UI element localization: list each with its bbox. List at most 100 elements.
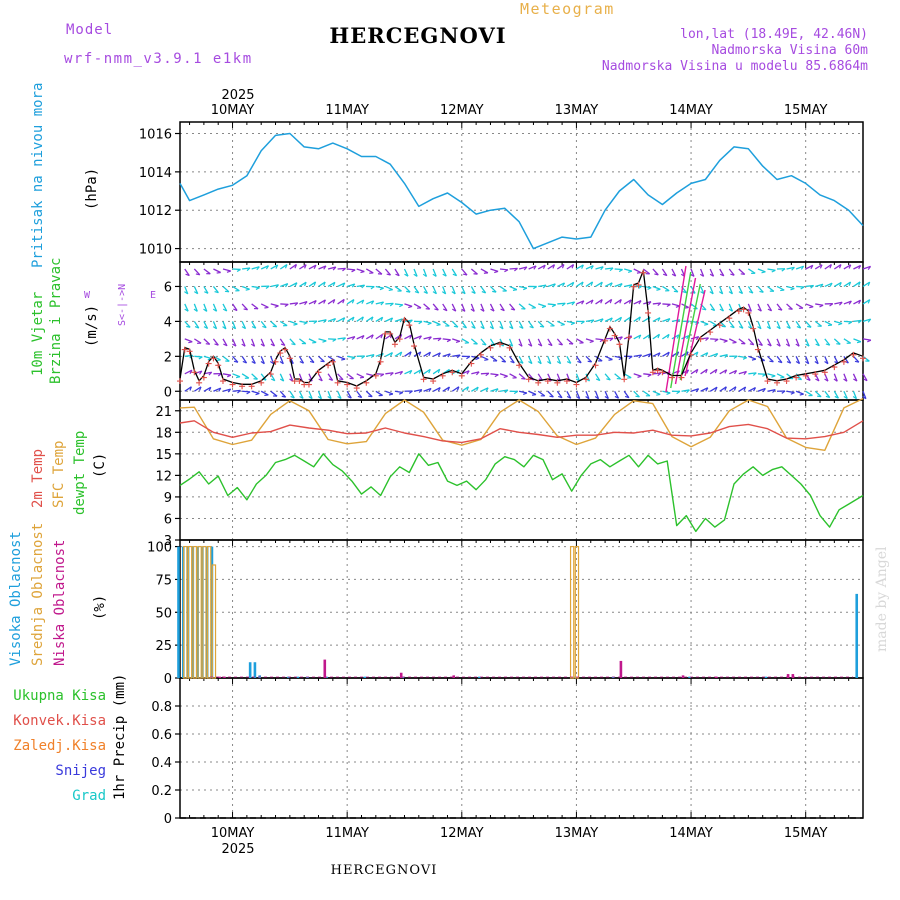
wind-barb — [432, 268, 437, 277]
wind-barb-head — [705, 369, 708, 374]
wind-barb — [624, 268, 633, 272]
wind-label-2: Brzina i Pravac — [48, 258, 64, 384]
wind-barb-head — [327, 395, 332, 400]
wind-barb — [719, 386, 727, 392]
wind-barb-head — [714, 353, 719, 358]
wind-barb — [805, 284, 814, 288]
wind-barb — [337, 355, 346, 360]
wind-barb — [662, 285, 670, 292]
wind-barb-head — [608, 358, 613, 361]
high-cloud-bar — [688, 676, 691, 678]
wind-barb-head — [437, 352, 441, 357]
wind-barb — [366, 354, 375, 357]
wind-barb-head — [759, 290, 764, 293]
wind-barb — [289, 320, 298, 325]
wind-barb-head — [533, 265, 537, 270]
wind-barb-head — [308, 395, 313, 400]
wind-barb — [480, 338, 487, 346]
wind-barb — [661, 268, 668, 276]
wind-barb-head — [600, 281, 603, 287]
wind-barb-head — [323, 265, 327, 270]
wind-gust-marker — [563, 378, 570, 385]
temp-unit: (C) — [92, 453, 108, 478]
wind-barb-head — [255, 392, 260, 396]
wind-barb — [365, 390, 373, 398]
wind-barb — [786, 373, 794, 380]
wind-barb — [308, 355, 315, 363]
wind-barb-head — [788, 308, 793, 310]
wind-barb — [528, 338, 533, 347]
wind-barb-head — [776, 343, 781, 347]
wind-barb-head — [233, 360, 239, 363]
wind-barb-head — [867, 281, 871, 287]
wind-gust-marker — [325, 362, 332, 369]
wind-barb — [394, 303, 403, 306]
wind-barb — [461, 303, 466, 312]
lonlat-label: lon,lat (18.49E, 42.46N) — [680, 27, 868, 42]
wind-barb-head — [236, 268, 241, 273]
wind-barb — [604, 373, 611, 381]
mid-cloud-bar — [574, 545, 580, 679]
wind-barb — [853, 319, 862, 323]
wind-barb-head — [628, 355, 633, 360]
wind-barb — [499, 321, 504, 330]
wind-barb-head — [777, 308, 783, 311]
wind-barb-head — [600, 318, 604, 323]
wind-gust-marker — [210, 355, 217, 362]
wind-barb — [279, 373, 285, 382]
wind-barb — [690, 268, 695, 277]
wind-barb — [385, 372, 394, 375]
wind-barb — [814, 320, 822, 327]
wind-barb — [585, 355, 593, 363]
wind-barb-head — [409, 319, 413, 324]
wind-barb — [671, 334, 680, 340]
wind-barb-head — [519, 360, 524, 364]
wind-barb-head — [294, 302, 299, 307]
wind-barb — [709, 368, 718, 375]
wind-barb — [212, 338, 219, 346]
wind-barb-head — [542, 284, 547, 289]
wind-barb — [710, 338, 719, 341]
wind-barb — [824, 320, 833, 326]
wind-barb — [537, 390, 546, 397]
wind-barb — [633, 316, 641, 322]
wind-barb-head — [863, 378, 868, 382]
wind-speed-line — [179, 270, 864, 387]
wind-barb — [499, 268, 509, 271]
wind-barb — [557, 282, 565, 288]
wind-gust-marker — [363, 379, 370, 386]
wind-barb-head — [767, 343, 772, 347]
wind-barb — [490, 388, 499, 392]
wind-barb — [538, 284, 547, 288]
wind-gust-marker — [707, 329, 714, 336]
high-cloud-bar — [248, 662, 252, 678]
wind-barb — [433, 337, 442, 340]
wind-barb — [356, 268, 365, 273]
wind-barb-head — [637, 375, 642, 378]
wind-barb-head — [814, 361, 819, 365]
wind-barb — [270, 264, 278, 270]
wind-barb-head — [762, 388, 766, 393]
wind-barb — [318, 319, 327, 323]
wind-barb — [452, 354, 461, 357]
wind-barb-head — [590, 265, 594, 270]
wind-barb-head — [241, 343, 246, 347]
wind-barb-head — [318, 378, 323, 382]
wind-barb — [795, 321, 802, 329]
wind-barb-head — [256, 266, 260, 271]
wind-barb — [824, 282, 833, 288]
wind-barb-head — [270, 343, 275, 347]
wind-barb-head — [466, 356, 471, 360]
y-tick-label: 1010 — [139, 243, 172, 258]
wind-barb-head — [246, 391, 251, 395]
wind-barb — [595, 338, 604, 341]
wind-barb — [633, 334, 642, 340]
wind-barb — [232, 373, 241, 378]
wind-barb-head — [388, 393, 394, 396]
wind-barb — [862, 299, 871, 305]
wind-barb-head — [838, 301, 843, 306]
wind-barb — [557, 320, 565, 326]
wind-barb-head — [523, 287, 528, 291]
y-tick-label: 6 — [164, 512, 172, 527]
wind-barb — [728, 338, 737, 344]
